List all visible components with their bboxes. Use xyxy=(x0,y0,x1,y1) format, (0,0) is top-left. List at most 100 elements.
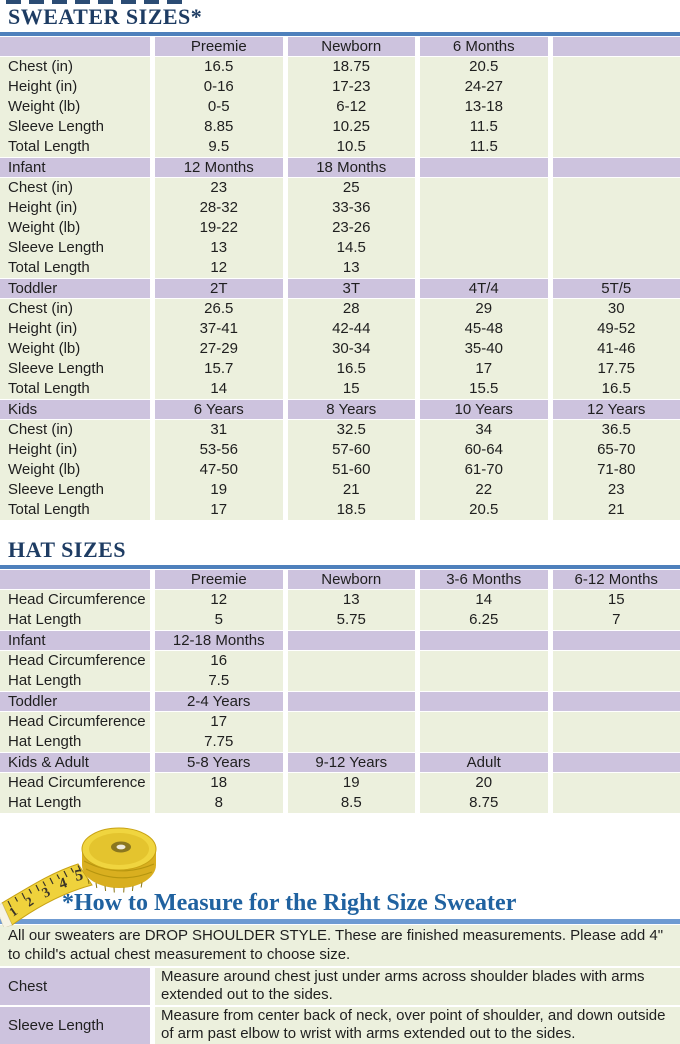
table-cell: Chest (in) xyxy=(0,57,150,77)
section-header-cell: Kids xyxy=(0,400,150,419)
table-column: Chest (in)Height (in)Weight (lb)Sleeve L… xyxy=(0,178,150,278)
hat-sizes-title: HAT SIZES xyxy=(0,520,680,565)
table-cell: Hat Length xyxy=(0,671,150,691)
table-cell: Hat Length xyxy=(0,610,150,630)
table-cell xyxy=(288,712,416,732)
sweater-sizes-title: SWEATER SIZES* xyxy=(0,0,680,32)
table-cell: 51-60 xyxy=(288,460,416,480)
table-column: Chest (in)Height (in)Weight (lb)Sleeve L… xyxy=(0,420,150,520)
section-header-cell: 3-6 Months xyxy=(420,570,548,589)
table-cell xyxy=(553,117,680,137)
table-cell: 28-32 xyxy=(155,198,283,218)
table-column xyxy=(553,712,680,752)
table-cell: 28 xyxy=(288,299,416,319)
table-column xyxy=(288,712,416,752)
table-cell: 17 xyxy=(155,500,283,520)
table-cell: 0-16 xyxy=(155,77,283,97)
table-cell: Head Circumference xyxy=(0,590,150,610)
table-cell: Chest (in) xyxy=(0,299,150,319)
table-cell: 32.5 xyxy=(288,420,416,440)
section-header-cell: 6-12 Months xyxy=(553,570,680,589)
table-cell: 37-41 xyxy=(155,319,283,339)
table-cell: Weight (lb) xyxy=(0,460,150,480)
table-cell: 41-46 xyxy=(553,339,680,359)
table-cell xyxy=(288,671,416,691)
table-cell: 60-64 xyxy=(420,440,548,460)
section-header-cell: 12-18 Months xyxy=(155,631,283,650)
table-cell: 13 xyxy=(288,258,416,278)
section-header-cell: 10 Years xyxy=(420,400,548,419)
table-column xyxy=(553,651,680,691)
section-header-cell xyxy=(553,37,680,56)
table-cell xyxy=(420,732,548,752)
table-cell: Head Circumference xyxy=(0,773,150,793)
table-cell: 19 xyxy=(155,480,283,500)
section-header-cell: 5-8 Years xyxy=(155,753,283,772)
table-cell xyxy=(420,238,548,258)
section-header-cell xyxy=(420,692,548,711)
table-cell: Weight (lb) xyxy=(0,339,150,359)
table-cell: Height (in) xyxy=(0,77,150,97)
table-cell: 16 xyxy=(155,651,283,671)
table-cell xyxy=(553,773,680,793)
table-cell: 47-50 xyxy=(155,460,283,480)
table-cell xyxy=(553,732,680,752)
section-header-cell xyxy=(553,158,680,177)
table-cell: 42-44 xyxy=(288,319,416,339)
section-header-cell: 6 Years xyxy=(155,400,283,419)
table-cell xyxy=(288,732,416,752)
table-cell: 61-70 xyxy=(420,460,548,480)
table-cell xyxy=(553,178,680,198)
table-cell xyxy=(420,651,548,671)
section-header-cell xyxy=(0,570,150,589)
measure-row-description: Measure from center back of neck, over p… xyxy=(155,1007,680,1044)
table-cell xyxy=(553,218,680,238)
table-cell: 8.5 xyxy=(288,793,416,813)
table-cell: 23 xyxy=(155,178,283,198)
table-cell xyxy=(553,137,680,157)
section-header-cell xyxy=(420,631,548,650)
table-cell: 5 xyxy=(155,610,283,630)
table-cell: 14 xyxy=(155,379,283,399)
table-cell: 49-52 xyxy=(553,319,680,339)
table-cell: 15 xyxy=(288,379,416,399)
table-cell: 31 xyxy=(155,420,283,440)
section-header-cell: Infant xyxy=(0,158,150,177)
table-cell: 14 xyxy=(420,590,548,610)
table-cell: 14.5 xyxy=(288,238,416,258)
table-cell: 13 xyxy=(155,238,283,258)
table-column xyxy=(553,178,680,278)
table-cell: 7.75 xyxy=(155,732,283,752)
table-cell xyxy=(420,178,548,198)
section-header-cell: Preemie xyxy=(155,37,283,56)
section-header-cell: Newborn xyxy=(288,37,416,56)
section-header-cell: 12 Months xyxy=(155,158,283,177)
table-cell: Total Length xyxy=(0,258,150,278)
table-cell: Height (in) xyxy=(0,440,150,460)
measure-section-header: 1 2 3 4 5 6 *How to Measure for the Righ… xyxy=(0,813,680,917)
table-cell: Hat Length xyxy=(0,732,150,752)
table-cell: 10.25 xyxy=(288,117,416,137)
table-cell: 20.5 xyxy=(420,500,548,520)
measure-intro-text: All our sweaters are DROP SHOULDER STYLE… xyxy=(0,925,680,966)
table-cell: 53-56 xyxy=(155,440,283,460)
section-header-cell xyxy=(0,37,150,56)
table-cell: 9.5 xyxy=(155,137,283,157)
table-cell: 33-36 xyxy=(288,198,416,218)
cropped-text-artifact xyxy=(6,0,188,4)
table-cell: 34 xyxy=(420,420,548,440)
section-header-cell xyxy=(553,692,680,711)
section-header-cell: Toddler xyxy=(0,692,150,711)
